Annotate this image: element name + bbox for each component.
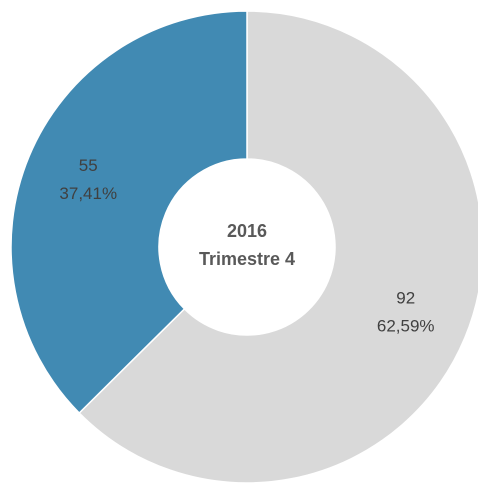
value-label: 55 bbox=[79, 156, 98, 175]
percentage-label: 37,41% bbox=[59, 184, 117, 203]
donut-slice bbox=[10, 10, 248, 415]
donut-slice bbox=[78, 10, 478, 483]
center-label: 2016 bbox=[227, 221, 267, 241]
value-label: 92 bbox=[396, 289, 415, 308]
percentage-label: 62,59% bbox=[377, 317, 435, 336]
center-label: Trimestre 4 bbox=[199, 249, 295, 269]
